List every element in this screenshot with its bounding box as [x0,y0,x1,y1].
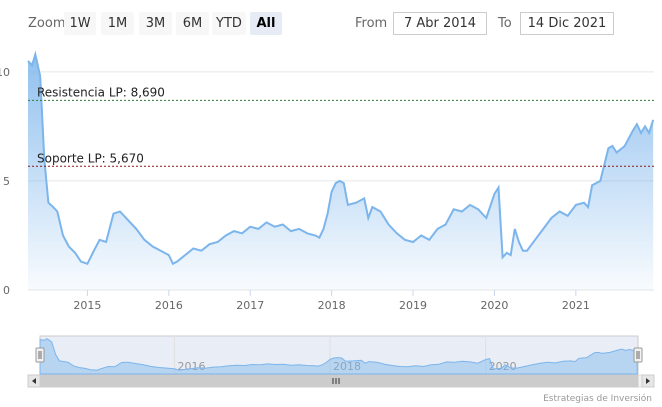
zoom-button-1m[interactable]: 1M [101,12,134,35]
price-series-line [27,50,655,266]
price-area [27,50,655,291]
axes: 0 5 10 2015 2016 2017 2018 2019 2020 2021 [0,66,590,312]
zoom-label: Zoom [28,16,66,31]
resistance-label: Resistencia LP: 8,690 [37,85,165,99]
navigator-tick-label: 2018 [333,360,361,373]
plot-lines: Resistencia LP: 8,690 Soporte LP: 5,670 [28,85,654,167]
to-date-input[interactable] [520,12,614,35]
navigator-left-handle[interactable] [35,347,45,363]
zoom-button-6m[interactable]: 6M [176,12,209,35]
from-date-input[interactable] [393,12,487,35]
y-tick-label: 5 [3,175,10,188]
y-tick-label: 10 [0,66,10,79]
x-tick-label: 2021 [562,299,590,312]
x-tick-label: 2020 [480,299,508,312]
x-tick-label: 2015 [73,299,101,312]
navigator-series [39,338,638,375]
to-label: To [498,16,512,31]
x-tick-label: 2016 [155,299,183,312]
navigator-right-handle[interactable] [633,347,643,363]
navigator-window [39,335,639,375]
support-label: Soporte LP: 5,670 [37,151,144,165]
zoom-button-1w[interactable]: 1W [64,12,96,35]
x-tick-label: 2019 [399,299,427,312]
scroll-left-arrow-icon [32,378,36,384]
x-tick-label: 2017 [236,299,264,312]
scroll-right-arrow-icon [646,378,650,384]
price-area-fill [28,54,654,291]
x-tick-label: 2018 [318,299,346,312]
y-tick-label: 0 [3,284,10,297]
chart-credit: Estrategias de Inversión [543,394,652,404]
from-label: From [355,16,388,31]
zoom-button-ytd[interactable]: YTD [212,12,246,35]
navigator[interactable]: 2016 2018 2020 [27,335,655,388]
zoom-button-all[interactable]: All [250,12,282,35]
range-selector-toolbar: Zoom 1W 1M 3M 6M YTD All From To [0,0,662,46]
navigator-tick-label: 2020 [489,360,517,373]
zoom-button-3m[interactable]: 3M [139,12,172,35]
